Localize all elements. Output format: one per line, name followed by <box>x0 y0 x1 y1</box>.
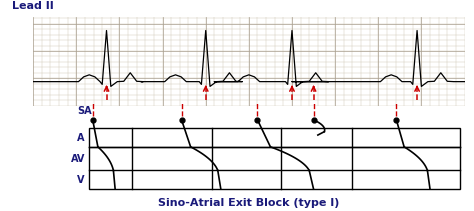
Text: AV: AV <box>71 154 85 164</box>
Text: V: V <box>77 175 85 185</box>
Text: Lead II: Lead II <box>11 1 54 11</box>
Bar <box>89 128 460 189</box>
Text: A: A <box>77 133 85 143</box>
Text: Sino-Atrial Exit Block (type I): Sino-Atrial Exit Block (type I) <box>158 198 339 208</box>
Text: SA: SA <box>77 107 91 116</box>
